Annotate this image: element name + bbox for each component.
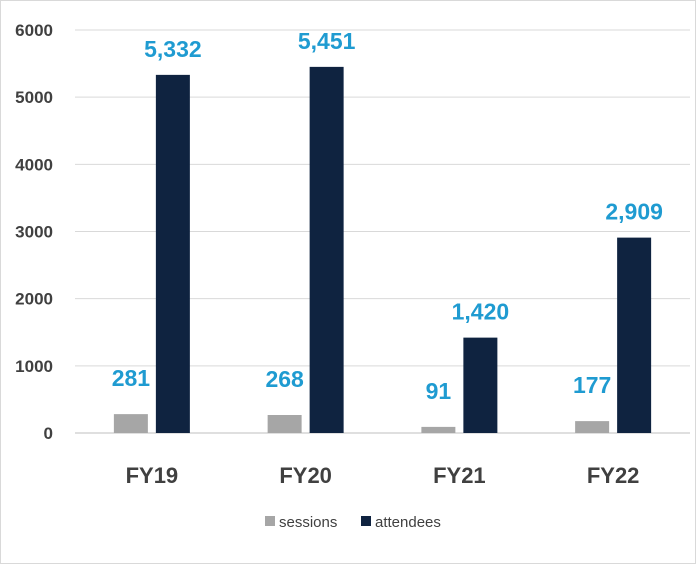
data-labels: 281 5,332 268 5,451 91 1,420 177 2,909 xyxy=(112,28,663,404)
y-tick-label: 6000 xyxy=(15,21,53,40)
legend-swatch-attendees xyxy=(361,516,371,526)
bars xyxy=(113,66,652,433)
bar-attendees-fy19 xyxy=(155,74,190,433)
bar-sessions-fy21 xyxy=(421,426,456,433)
bar-attendees-fy21 xyxy=(463,337,498,433)
y-tick-label: 3000 xyxy=(15,223,53,242)
bar-sessions-fy20 xyxy=(267,414,302,433)
y-tick-label: 4000 xyxy=(15,155,53,174)
data-label-attendees-fy19: 5,332 xyxy=(144,36,202,62)
bar-sessions-fy19 xyxy=(113,414,148,433)
x-tick-label: FY20 xyxy=(279,463,332,488)
y-tick-label: 2000 xyxy=(15,290,53,309)
x-tick-label: FY22 xyxy=(587,463,640,488)
data-label-sessions-fy22: 177 xyxy=(573,372,611,398)
y-axis: 0 1000 2000 3000 4000 5000 6000 xyxy=(15,21,53,443)
bar-attendees-fy22 xyxy=(617,237,652,433)
data-label-sessions-fy20: 268 xyxy=(265,366,304,392)
bar-sessions-fy22 xyxy=(575,421,610,433)
data-label-attendees-fy20: 5,451 xyxy=(298,28,356,54)
legend-swatch-sessions xyxy=(265,516,275,526)
x-axis: FY19 FY20 FY21 FY22 xyxy=(126,463,640,488)
legend-label-sessions: sessions xyxy=(279,514,337,531)
legend: sessions attendees xyxy=(265,514,441,531)
legend-label-attendees: attendees xyxy=(375,514,441,531)
data-label-attendees-fy21: 1,420 xyxy=(452,299,510,325)
data-label-attendees-fy22: 2,909 xyxy=(605,199,663,225)
bar-attendees-fy20 xyxy=(309,66,344,433)
data-label-sessions-fy19: 281 xyxy=(112,365,151,391)
x-tick-label: FY21 xyxy=(433,463,486,488)
x-tick-label: FY19 xyxy=(126,463,179,488)
y-tick-label: 1000 xyxy=(15,357,53,376)
y-tick-label: 0 xyxy=(44,424,53,443)
y-tick-label: 5000 xyxy=(15,88,53,107)
data-label-sessions-fy21: 91 xyxy=(426,378,452,404)
